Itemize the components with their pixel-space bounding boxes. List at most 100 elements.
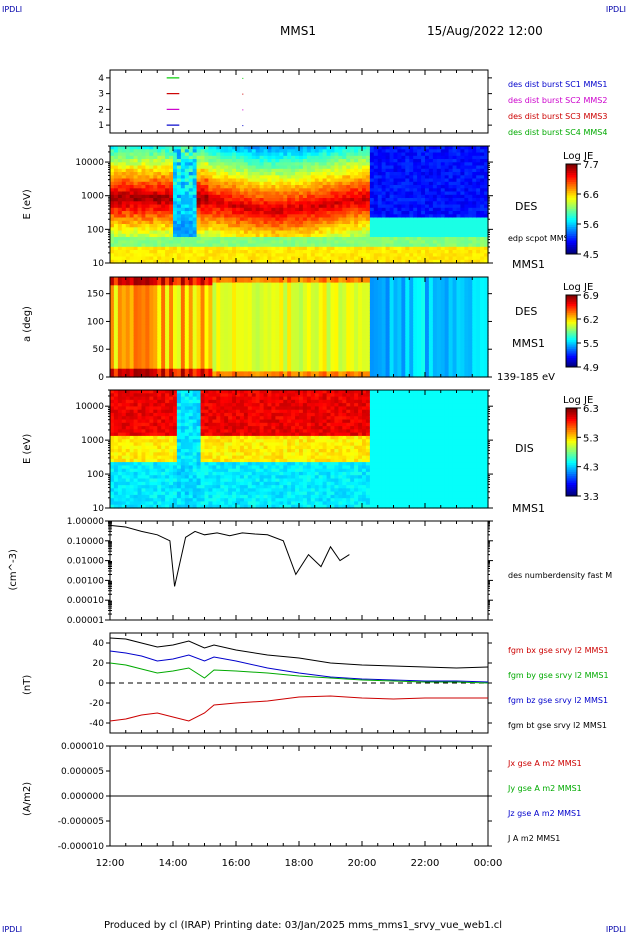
des-pitch-cell	[180, 338, 186, 342]
des-energy-cell	[330, 256, 335, 261]
des-energy-cell	[224, 256, 229, 261]
des-energy-cell	[247, 181, 253, 186]
des-energy-cell	[275, 237, 280, 241]
des-energy-cell	[110, 155, 115, 160]
des-energy-cell	[220, 227, 225, 232]
des-energy-cell	[141, 250, 146, 254]
des-energy-cell	[302, 162, 308, 167]
des-energy-cell	[306, 146, 312, 150]
des-pitch-cell	[157, 335, 162, 339]
des-energy-cell	[283, 168, 288, 173]
des-energy-cell	[196, 162, 202, 167]
des-energy-cell	[176, 237, 182, 241]
des-pitch-cell	[192, 315, 198, 320]
des-energy-cell	[267, 224, 272, 228]
des-energy-cell	[397, 217, 402, 222]
des-energy-cell	[428, 191, 434, 196]
des-energy-cell	[224, 194, 229, 199]
des-energy-cell	[452, 230, 458, 235]
des-energy-cell	[436, 146, 442, 150]
des-energy-cell	[259, 240, 265, 245]
des-energy-cell	[444, 175, 450, 180]
des-energy-cell	[232, 149, 237, 154]
des-energy-cell	[239, 211, 245, 215]
des-pitch-cell	[173, 360, 178, 364]
des-pitch-cell	[216, 335, 221, 339]
des-energy-cell	[381, 194, 387, 199]
des-energy-cell	[259, 165, 265, 170]
des-pitch-cell	[149, 318, 154, 323]
des-energy-cell	[432, 168, 438, 173]
des-energy-cell	[409, 227, 414, 232]
des-energy-cell	[208, 220, 213, 225]
des-pitch-cell	[169, 349, 174, 353]
des-energy-cell	[200, 233, 206, 238]
des-energy-cell	[452, 178, 458, 183]
des-pitch-cell	[232, 288, 237, 292]
des-energy-cell	[425, 243, 430, 248]
des-energy-cell	[350, 246, 355, 251]
des-energy-cell	[236, 227, 241, 232]
des-pitch-cell	[200, 357, 206, 361]
des-pitch-cell	[133, 371, 139, 375]
des-energy-cell	[251, 233, 257, 238]
des-energy-cell	[236, 220, 241, 225]
des-pitch-cell	[236, 277, 241, 281]
des-energy-cell	[322, 175, 328, 180]
des-energy-cell	[137, 243, 143, 248]
des-energy-cell	[373, 185, 379, 189]
des-energy-cell	[299, 224, 304, 228]
des-energy-cell	[137, 227, 143, 232]
des-energy-cell	[125, 185, 131, 189]
des-energy-cell	[204, 246, 209, 251]
des-pitch-cell	[184, 374, 190, 378]
des-energy-cell	[369, 168, 375, 173]
des-energy-cell	[448, 224, 454, 228]
des-energy-cell	[236, 211, 241, 215]
des-energy-cell	[413, 172, 418, 176]
des-pitch-cell	[133, 368, 139, 373]
des-energy-cell	[113, 155, 119, 160]
des-energy-cell	[322, 146, 328, 150]
des-energy-cell	[149, 237, 154, 241]
des-pitch-cell	[165, 310, 170, 314]
des-energy-cell	[239, 152, 245, 157]
des-energy-cell	[236, 240, 241, 245]
des-energy-cell	[330, 175, 335, 180]
des-energy-cell	[263, 172, 269, 176]
des-energy-cell	[239, 178, 245, 183]
des-energy-cell	[271, 155, 276, 160]
des-energy-cell	[251, 211, 257, 215]
des-pitch-cell	[224, 329, 229, 334]
burst-series-dot	[242, 125, 244, 127]
des-energy-cell	[365, 243, 371, 248]
des-energy-cell	[220, 162, 225, 167]
des-energy-cell	[224, 178, 229, 183]
des-energy-cell	[314, 191, 320, 196]
des-energy-cell	[405, 185, 410, 189]
des-energy-cell	[228, 146, 233, 150]
des-energy-cell	[350, 146, 355, 150]
des-pitch-cell	[232, 285, 237, 289]
des-energy-cell	[263, 253, 269, 258]
des-energy-cell	[306, 253, 312, 258]
des-pitch-cell	[224, 313, 229, 317]
des-energy-cell	[117, 224, 123, 228]
des-energy-cell	[444, 250, 450, 254]
des-energy-cell	[314, 259, 320, 264]
des-pitch-cell	[149, 343, 154, 348]
des-pitch-cell	[113, 349, 119, 353]
des-energy-cell	[255, 220, 261, 225]
des-energy-cell	[326, 259, 332, 264]
des-energy-cell	[310, 214, 316, 219]
des-energy-cell	[334, 181, 339, 186]
des-energy-cell	[338, 165, 343, 170]
des-energy-cell	[283, 214, 288, 219]
des-energy-cell	[413, 146, 418, 150]
des-pitch-cell	[200, 279, 206, 284]
des-energy-cell	[358, 230, 363, 235]
des-energy-cell	[389, 159, 395, 163]
des-pitch-cell	[188, 360, 194, 364]
des-pitch-cell	[216, 374, 221, 378]
des-energy-cell	[428, 165, 434, 170]
